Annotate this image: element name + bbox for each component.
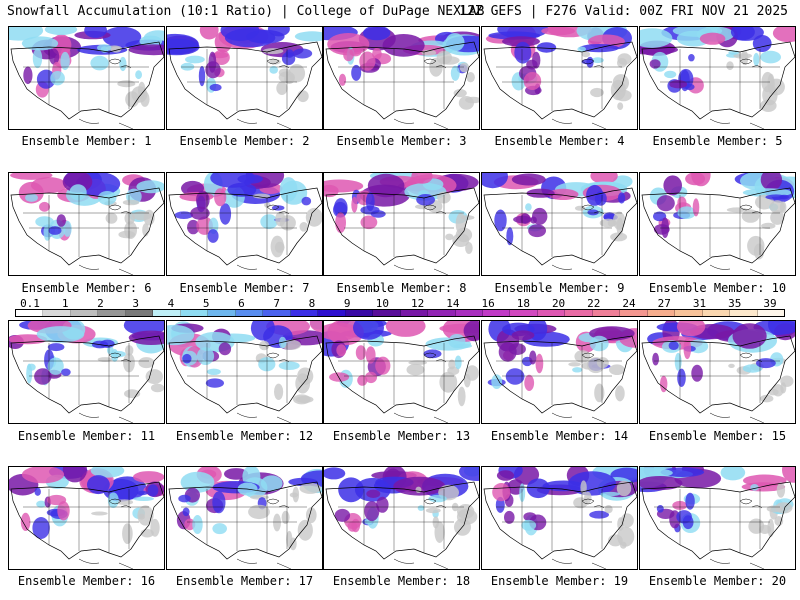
ensemble-member-label: Ensemble Member: 1 bbox=[21, 134, 152, 148]
colorbar-cell bbox=[428, 310, 456, 316]
colorbar-cell bbox=[620, 310, 648, 316]
colorbar-cell bbox=[125, 310, 154, 316]
colorbar-tick-label: 35 bbox=[728, 297, 742, 310]
colorbar-tick-label: 1 bbox=[61, 297, 69, 310]
model-run-info: 12Z GEFS | F276 Valid: 00Z FRI NOV 21 20… bbox=[459, 4, 788, 19]
ensemble-member-label: Ensemble Member: 2 bbox=[179, 134, 310, 148]
ensemble-member-label: Ensemble Member: 10 bbox=[648, 281, 787, 295]
colorbar-tick-label: 16 bbox=[481, 297, 495, 310]
ensemble-map-panel bbox=[323, 466, 480, 570]
colorbar-tick-label: 0.1 bbox=[20, 297, 40, 310]
ensemble-map-panel bbox=[166, 320, 323, 424]
ensemble-member-label: Ensemble Member: 19 bbox=[490, 574, 629, 588]
colorbar-cell bbox=[757, 310, 785, 316]
ensemble-map-panel bbox=[8, 320, 165, 424]
colorbar-cell bbox=[43, 310, 71, 316]
colorbar-tick-label: 14 bbox=[446, 297, 460, 310]
colorbar-tick-label: 6 bbox=[238, 297, 245, 310]
ensemble-map-panel bbox=[323, 26, 480, 130]
colorbar-tick-label: 27 bbox=[657, 297, 671, 310]
ensemble-member-label: Ensemble Member: 7 bbox=[179, 281, 310, 295]
colorbar-cell bbox=[208, 310, 236, 316]
ensemble-map-panel bbox=[323, 320, 480, 424]
ensemble-member-label: Ensemble Member: 15 bbox=[648, 429, 787, 443]
ensemble-map-panel bbox=[166, 466, 323, 570]
ensemble-map-panel bbox=[481, 26, 638, 130]
colorbar-tick-label: 7 bbox=[273, 297, 280, 310]
ensemble-member-label: Ensemble Member: 9 bbox=[494, 281, 625, 295]
colorbar-tick-label: 5 bbox=[202, 297, 210, 310]
ensemble-member-label: Ensemble Member: 14 bbox=[490, 429, 629, 443]
colorbar-cell bbox=[290, 310, 319, 316]
colorbar-cell bbox=[482, 310, 511, 316]
ensemble-map-panel bbox=[323, 172, 480, 276]
colorbar-cell bbox=[263, 310, 291, 316]
colorbar-cell bbox=[702, 310, 731, 316]
snowfall-colorbar bbox=[15, 309, 785, 317]
colorbar-tick-label: 12 bbox=[410, 297, 425, 310]
colorbar-cell bbox=[675, 310, 703, 316]
colorbar-cell bbox=[180, 310, 209, 316]
ensemble-member-label: Ensemble Member: 16 bbox=[17, 574, 156, 588]
ensemble-member-label: Ensemble Member: 3 bbox=[336, 134, 467, 148]
colorbar-tick-label: 2 bbox=[97, 297, 104, 310]
colorbar-tick-label: 31 bbox=[692, 297, 707, 310]
ensemble-member-label: Ensemble Member: 5 bbox=[652, 134, 783, 148]
colorbar-cell bbox=[318, 310, 346, 316]
colorbar-cell bbox=[70, 310, 99, 316]
ensemble-map-panel bbox=[481, 172, 638, 276]
colorbar-cell bbox=[510, 310, 538, 316]
ensemble-map-panel bbox=[639, 466, 796, 570]
ensemble-map-panel bbox=[481, 320, 638, 424]
colorbar-cell bbox=[647, 310, 676, 316]
ensemble-map-panel bbox=[166, 172, 323, 276]
chart-title: Snowfall Accumulation (10:1 Ratio) | Col… bbox=[7, 4, 485, 19]
ensemble-member-label: Ensemble Member: 6 bbox=[21, 281, 152, 295]
colorbar-cell bbox=[235, 310, 264, 316]
ensemble-map-panel bbox=[639, 320, 796, 424]
ensemble-map-panel bbox=[8, 26, 165, 130]
ensemble-map-panel bbox=[639, 172, 796, 276]
colorbar-tick-label: 22 bbox=[587, 297, 601, 310]
colorbar-cell bbox=[345, 310, 374, 316]
ensemble-member-label: Ensemble Member: 17 bbox=[175, 574, 314, 588]
colorbar-tick-label: 20 bbox=[551, 297, 566, 310]
ensemble-map-panel bbox=[8, 466, 165, 570]
ensemble-member-label: Ensemble Member: 4 bbox=[494, 134, 625, 148]
colorbar-cell bbox=[16, 310, 44, 316]
ensemble-member-label: Ensemble Member: 8 bbox=[336, 281, 467, 295]
colorbar-tick-label: 3 bbox=[132, 297, 140, 310]
ensemble-member-label: Ensemble Member: 18 bbox=[332, 574, 471, 588]
colorbar-cell bbox=[565, 310, 593, 316]
colorbar-cell bbox=[730, 310, 758, 316]
colorbar-tick-label: 8 bbox=[308, 297, 316, 310]
colorbar-tick-label: 4 bbox=[167, 297, 175, 310]
colorbar-tick-label: 39 bbox=[763, 297, 777, 310]
colorbar-cell bbox=[455, 310, 483, 316]
colorbar-cell bbox=[400, 310, 429, 316]
colorbar-cell bbox=[373, 310, 401, 316]
ensemble-map-panel bbox=[481, 466, 638, 570]
ensemble-member-label: Ensemble Member: 11 bbox=[17, 429, 156, 443]
ensemble-member-label: Ensemble Member: 13 bbox=[332, 429, 471, 443]
ensemble-member-label: Ensemble Member: 20 bbox=[648, 574, 787, 588]
colorbar-cell bbox=[98, 310, 126, 316]
colorbar-tick-label: 9 bbox=[343, 297, 351, 310]
colorbar-tick-label: 18 bbox=[516, 297, 530, 310]
colorbar-cell bbox=[592, 310, 621, 316]
colorbar-cell bbox=[537, 310, 566, 316]
ensemble-member-label: Ensemble Member: 12 bbox=[175, 429, 314, 443]
ensemble-map-panel bbox=[639, 26, 796, 130]
ensemble-map-panel bbox=[166, 26, 323, 130]
colorbar-cell bbox=[153, 310, 181, 316]
ensemble-map-panel bbox=[8, 172, 165, 276]
colorbar-tick-label: 10 bbox=[375, 297, 389, 310]
colorbar-tick-label: 24 bbox=[622, 297, 636, 310]
